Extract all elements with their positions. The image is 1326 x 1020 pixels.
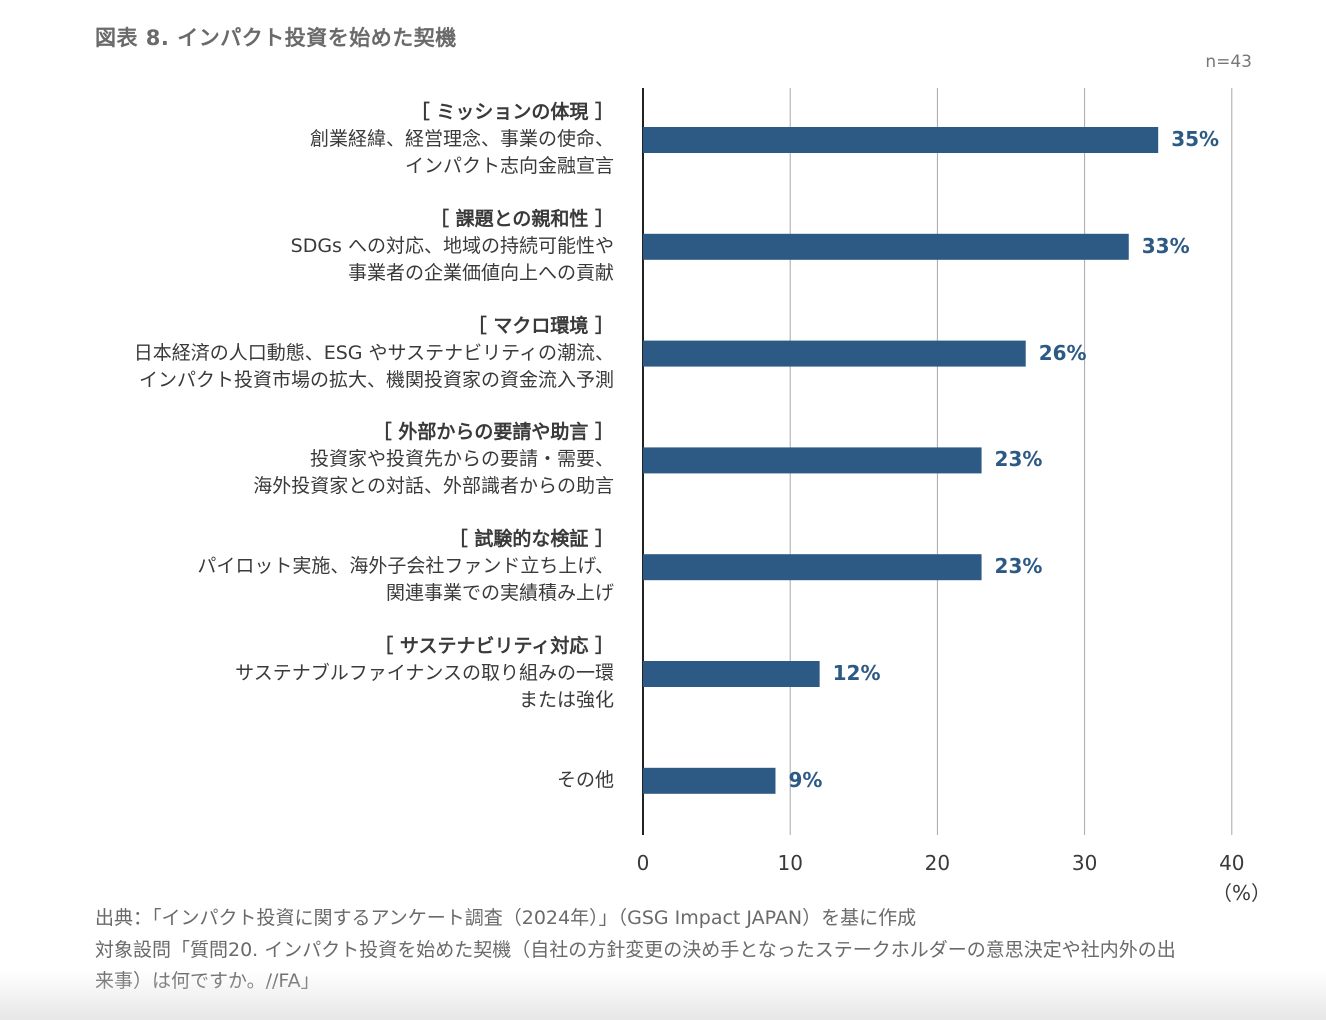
category-description-line: 関連事業での実績積み上げ <box>385 582 614 605</box>
bar <box>643 233 1129 260</box>
bar <box>643 340 1026 367</box>
bar <box>643 554 982 581</box>
sample-size-label: n=43 <box>1205 52 1252 72</box>
bar <box>643 661 820 687</box>
category-description-line: 投資家や投資先からの要請・需要、 <box>309 448 614 471</box>
category-label: ［ マクロ環境 ］ 日本経済の人口動態、ESG やサステナビリティの潮流、 インパク… <box>134 313 614 394</box>
x-tick-label: 20 <box>925 851 950 875</box>
category-label: その他 <box>557 767 614 794</box>
x-tick-label: 10 <box>777 851 802 875</box>
question-note-line1: 対象設問「質問20. インパクト投資を始めた契機（自社の方針変更の決め手となった… <box>95 939 1176 961</box>
data-label: 35% <box>1171 127 1220 151</box>
data-label: 9% <box>788 767 823 792</box>
x-axis-unit-label: （%） <box>1212 881 1272 905</box>
category-heading: ［ 試験的な検証 ］ <box>448 528 614 551</box>
x-tick-label: 0 <box>637 851 650 875</box>
category-description-line: パイロット実施、海外子会社ファンド立ち上げ、 <box>197 555 614 578</box>
category-description-line: インパクト志向金融宣言 <box>404 155 614 177</box>
category-label: ［ ミッションの体現 ］ 創業経緯、経営理念、事業の使命、インパクト志向金融宣言 <box>310 99 614 180</box>
bar <box>643 127 1159 153</box>
category-description-line: 創業経緯、経営理念、事業の使命、 <box>309 128 614 150</box>
category-description-line: 日本経済の人口動態、ESG やサステナビリティの潮流、 <box>133 341 614 364</box>
category-description-line: SDGs への対応、地域の持続可能性や <box>290 234 614 257</box>
category-description-line: 海外投資家との対話、外部識者からの助言 <box>253 475 614 498</box>
data-label: 26% <box>1038 340 1087 365</box>
category-label: ［ 外部からの要請や助言 ］ 投資家や投資先からの要請・需要、海外投資家との対話、… <box>253 419 614 500</box>
category-description-line: または強化 <box>518 689 614 711</box>
question-note-line2: 来事）は何ですか。//FA」 <box>95 970 320 992</box>
category-heading: ［ サステナビリティ対応 ］ <box>374 635 614 657</box>
category-description-line: 事業者の企業価値向上への貢献 <box>347 261 614 284</box>
category-label: ［ サステナビリティ対応 ］ サステナブルファイナンスの取り組みの一環または強化 <box>235 633 614 714</box>
category-description-line: サステナブルファイナンスの取り組みの一環 <box>235 662 614 684</box>
bar-chart: 0 10 20 30 40 <box>637 88 1245 875</box>
category-description-line: インパクト投資市場の拡大、機関投資家の資金流入予測 <box>138 368 614 391</box>
bar <box>643 767 776 794</box>
category-label: ［ 試験的な検証 ］ パイロット実施、海外子会社ファンド立ち上げ、関連事業での実績… <box>197 526 614 607</box>
category-heading: ［ 課題との親和性 ］ <box>429 207 614 230</box>
data-label: 12% <box>832 661 881 685</box>
category-heading: ［ ミッションの体現 ］ <box>410 101 614 123</box>
category-label: ［ 課題との親和性 ］ SDGs への対応、地域の持続可能性や事業者の企業価値向上… <box>291 206 614 287</box>
source-note: 出典：「インパクト投資に関するアンケート調査（2024年）」（GSG Impac… <box>95 907 917 929</box>
data-label: 23% <box>994 554 1043 579</box>
x-tick-label: 40 <box>1219 851 1244 875</box>
category-heading: ［ 外部からの要請や助言 ］ <box>372 421 614 444</box>
category-description-line: その他 <box>556 768 614 791</box>
x-tick-label: 30 <box>1072 851 1097 875</box>
bar <box>643 447 982 474</box>
data-label: 33% <box>1141 233 1190 258</box>
data-label: 23% <box>994 447 1043 472</box>
chart-title: 図表 8. インパクト投資を始めた契機 <box>95 26 457 50</box>
category-heading: ［ マクロ環境 ］ <box>467 314 614 337</box>
